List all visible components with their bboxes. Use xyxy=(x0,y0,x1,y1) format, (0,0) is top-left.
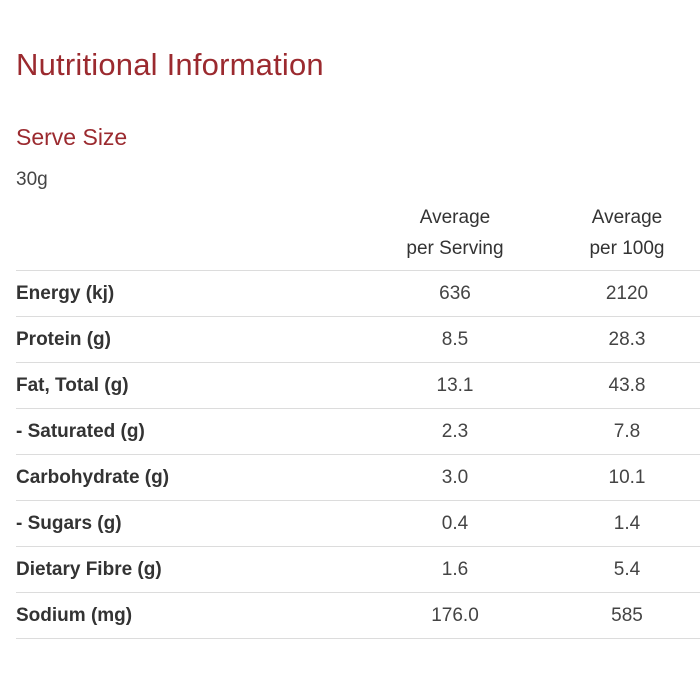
per-100g-value: 43.8 xyxy=(554,362,700,409)
header-per-100g: Average per 100g xyxy=(554,195,700,271)
table-row: Carbohydrate (g) 3.0 10.1 xyxy=(16,454,700,501)
table-header-row: Average per Serving Average per 100g xyxy=(16,195,700,271)
per-serving-value: 1.6 xyxy=(356,546,554,593)
per-serving-value: 0.4 xyxy=(356,500,554,547)
row-label: Sodium (mg) xyxy=(16,592,356,639)
header-per-serving-line2: per Serving xyxy=(406,237,504,259)
table-row: Protein (g) 8.5 28.3 xyxy=(16,316,700,363)
header-per-serving: Average per Serving xyxy=(356,195,554,271)
row-label: Protein (g) xyxy=(16,316,356,363)
header-label-column xyxy=(16,195,356,271)
row-label: Dietary Fibre (g) xyxy=(16,546,356,593)
table-row: - Sugars (g) 0.4 1.4 xyxy=(16,500,700,547)
table-row: Fat, Total (g) 13.1 43.8 xyxy=(16,362,700,409)
row-label: Carbohydrate (g) xyxy=(16,454,356,501)
per-serving-value: 13.1 xyxy=(356,362,554,409)
table-row: Sodium (mg) 176.0 585 xyxy=(16,592,700,639)
per-serving-value: 8.5 xyxy=(356,316,554,363)
row-label: - Saturated (g) xyxy=(16,408,356,455)
header-per-100g-line1: Average xyxy=(591,206,663,228)
per-100g-value: 7.8 xyxy=(554,408,700,455)
per-serving-value: 176.0 xyxy=(356,592,554,639)
per-100g-value: 10.1 xyxy=(554,454,700,501)
serve-size-value: 30g xyxy=(16,169,48,190)
row-label: Energy (kj) xyxy=(16,270,356,317)
table-row: Energy (kj) 636 2120 xyxy=(16,270,700,317)
table-row: - Saturated (g) 2.3 7.8 xyxy=(16,408,700,455)
table-row: Dietary Fibre (g) 1.6 5.4 xyxy=(16,546,700,593)
per-serving-value: 636 xyxy=(356,270,554,317)
serve-size-heading: Serve Size xyxy=(16,124,128,150)
header-per-serving-line1: Average xyxy=(419,206,491,228)
per-100g-value: 5.4 xyxy=(554,546,700,593)
per-100g-value: 585 xyxy=(554,592,700,639)
per-100g-value: 28.3 xyxy=(554,316,700,363)
row-label: Fat, Total (g) xyxy=(16,362,356,409)
per-100g-value: 2120 xyxy=(554,270,700,317)
row-label: - Sugars (g) xyxy=(16,500,356,547)
header-per-100g-line2: per 100g xyxy=(589,237,665,259)
per-serving-value: 2.3 xyxy=(356,408,554,455)
page-title: Nutritional Information xyxy=(16,47,324,82)
per-100g-value: 1.4 xyxy=(554,500,700,547)
per-serving-value: 3.0 xyxy=(356,454,554,501)
nutrition-table: Average per Serving Average per 100g Ene… xyxy=(16,195,700,639)
